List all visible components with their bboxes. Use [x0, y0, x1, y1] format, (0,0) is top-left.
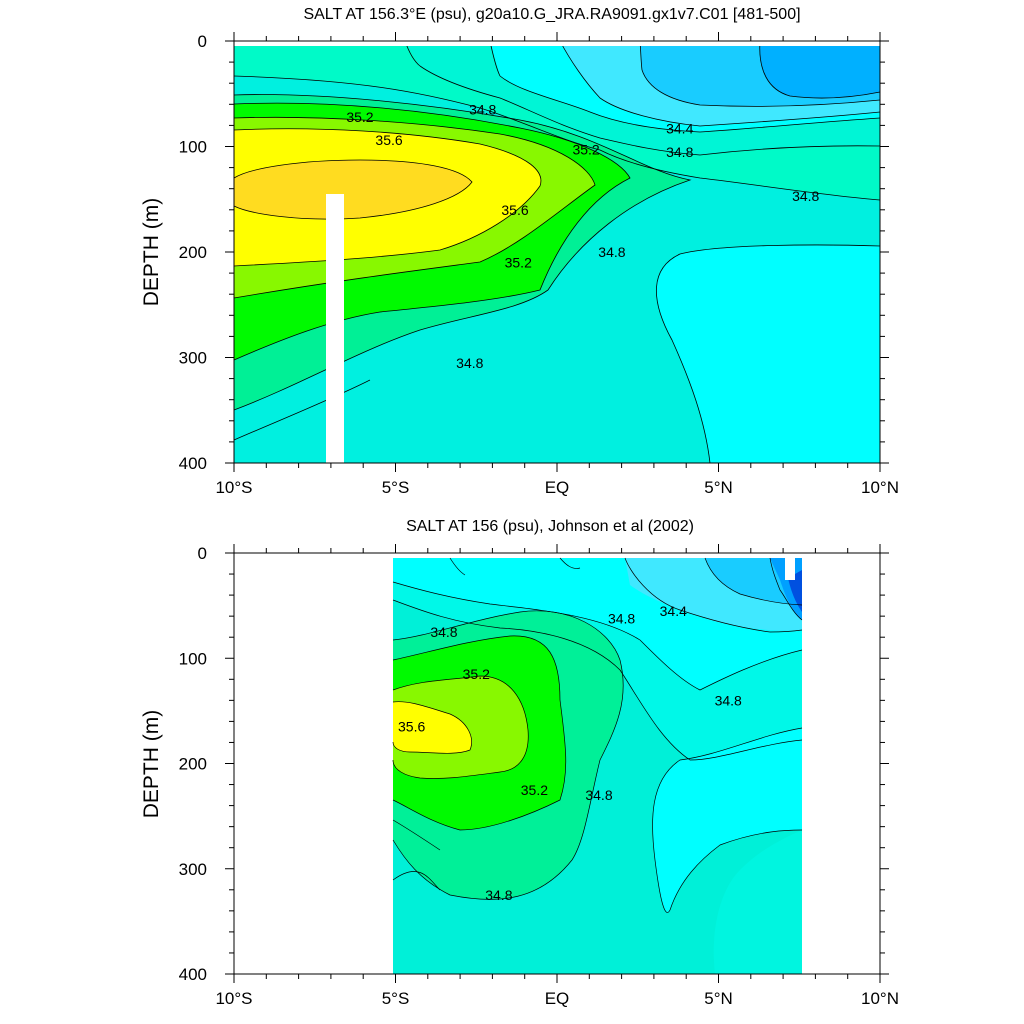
y-tick-label: 400: [179, 454, 207, 473]
y-axis-bottom: 0 100 200 300 400: [179, 544, 889, 984]
contour-label: 34.8: [469, 102, 496, 118]
contour-fill-35.8: [234, 160, 472, 220]
y-axis-label-bottom: DEPTH (m): [140, 710, 163, 819]
x-tick-label: 5°N: [704, 989, 733, 1008]
contour-lines-bottom: [392, 557, 803, 913]
contour-labels-bottom: 34.8 34.4 34.8 34.8 35.2 35.6 35.2 34.8 34.8: [398, 603, 742, 903]
x-tick-label: 10°S: [215, 478, 252, 497]
contour-fill-34.6-deep: [656, 244, 880, 463]
contour-label: 35.2: [505, 255, 532, 271]
x-axis-top: 10°S 5°S EQ 5°N 10°N: [215, 32, 899, 497]
contour-label: 35.6: [375, 132, 402, 148]
y-tick-label: 400: [179, 965, 207, 984]
contour-label: 35.2: [572, 142, 599, 158]
obs-fill-34.6-deep2: [713, 830, 802, 974]
contour-label: 34.8: [430, 624, 457, 640]
plot-area-bottom: [392, 557, 803, 974]
obs-fill-35.6: [393, 701, 472, 754]
contour-label: 34.4: [660, 603, 687, 619]
contour-label: 35.2: [346, 109, 373, 125]
x-tick-label: 5°N: [704, 478, 733, 497]
contour-label: 34.8: [715, 692, 742, 708]
contour-lines-top: [233, 40, 881, 464]
missing-data-notch: [785, 558, 795, 580]
x-tick-label: 10°S: [215, 989, 252, 1008]
x-tick-label: EQ: [545, 989, 570, 1008]
x-tick-label: EQ: [545, 478, 570, 497]
y-tick-label: 100: [179, 649, 207, 668]
contour-label: 34.8: [456, 355, 483, 371]
title-bottom: SALT AT 156 (psu), Johnson et al (2002): [406, 518, 694, 535]
plot-area-top: [233, 40, 881, 464]
y-tick-label: 100: [179, 138, 207, 157]
y-tick-label: 300: [179, 860, 207, 879]
x-tick-label: 10°N: [861, 478, 899, 497]
contour-label: 34.8: [608, 610, 635, 626]
panel-observations: SALT AT 156 (psu), Johnson et al (2002): [140, 518, 899, 1008]
y-tick-label: 0: [198, 32, 207, 51]
x-tick-label: 5°S: [382, 478, 410, 497]
title-top: SALT AT 156.3°E (psu), g20a10.G_JRA.RA90…: [303, 6, 800, 23]
obs-fill-33.8: [788, 570, 802, 612]
contour-label: 34.8: [666, 144, 693, 160]
y-tick-label: 200: [179, 755, 207, 774]
y-axis-top: 0 100 200 300 400: [179, 32, 889, 473]
missing-data-column: [326, 194, 344, 463]
obs-fill-34.6-deep: [652, 728, 802, 913]
contour-label: 35.6: [398, 719, 425, 735]
panel-model: SALT AT 156.3°E (psu), g20a10.G_JRA.RA90…: [140, 6, 899, 497]
y-tick-label: 200: [179, 243, 207, 262]
contour-label: 34.8: [485, 887, 512, 903]
contour-label: 34.8: [792, 188, 819, 204]
x-axis-bottom: 10°S 5°S EQ 5°N 10°N: [215, 544, 899, 1008]
contour-labels-top: 34.834.434.834.835.235.635.235.635.234.8…: [346, 102, 819, 371]
contour-label: 34.4: [666, 121, 693, 137]
missing-data-column-top: [326, 194, 344, 198]
contour-label: 35.6: [501, 202, 528, 218]
surface-gap: [234, 41, 880, 46]
contour-label: 35.2: [463, 666, 490, 682]
y-tick-label: 300: [179, 349, 207, 368]
y-tick-label: 0: [198, 544, 207, 563]
x-tick-label: 5°S: [382, 989, 410, 1008]
x-tick-label: 10°N: [861, 989, 899, 1008]
contour-label: 35.2: [521, 782, 548, 798]
contour-fill-34.0: [759, 41, 880, 99]
contour-label: 34.8: [598, 244, 625, 260]
contour-label: 34.8: [585, 787, 612, 803]
y-axis-label-top: DEPTH (m): [140, 198, 163, 307]
